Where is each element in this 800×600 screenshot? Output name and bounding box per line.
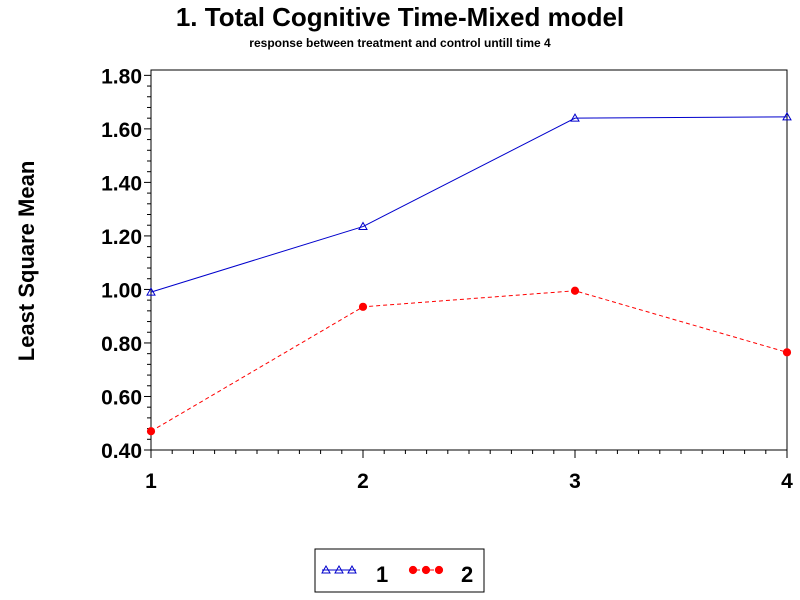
- legend-item-1: 1: [321, 562, 388, 587]
- series-layer: [146, 111, 792, 436]
- legend-marker: [347, 564, 357, 574]
- series-line: [150, 290, 788, 432]
- data-point: [782, 348, 792, 357]
- data-point: [146, 287, 156, 296]
- chart-subtitle: response between treatment and control u…: [249, 36, 551, 50]
- y-tick-label: 0.60: [101, 386, 142, 409]
- y-tick-label: 1.60: [101, 119, 142, 142]
- data-point: [570, 286, 580, 295]
- y-tick-label: 0.80: [101, 333, 142, 356]
- series-2: [146, 286, 792, 436]
- legend-marker: [408, 565, 418, 575]
- x-tick-label: 3: [569, 470, 581, 493]
- x-axis: 1 2 3 4: [145, 450, 793, 493]
- legend-marker: [434, 565, 444, 575]
- data-point: [358, 302, 368, 311]
- chart-title: 1. Total Cognitive Time-Mixed model: [176, 2, 624, 32]
- series-1: [146, 111, 792, 296]
- y-tick-label: 1.20: [101, 226, 142, 249]
- legend-label: 1: [376, 562, 388, 587]
- plot-frame: [150, 69, 788, 451]
- x-tick-label: 4: [781, 470, 793, 493]
- y-tick-label: 1.00: [101, 279, 142, 302]
- data-point: [146, 427, 156, 436]
- legend-marker: [321, 564, 331, 574]
- y-tick-label: 0.40: [101, 440, 142, 463]
- y-axis: 0.40 0.60 0.80 1.00 1.20 1.40 1.60 1.80: [101, 65, 151, 463]
- legend-label: 2: [461, 562, 473, 587]
- data-point: [570, 113, 580, 122]
- legend-marker: [334, 564, 344, 574]
- x-tick-label: 2: [357, 470, 369, 493]
- x-tick-label: 1: [145, 470, 157, 493]
- legend-item-2: 2: [408, 562, 473, 587]
- y-tick-label: 1.80: [101, 65, 142, 88]
- y-axis-label: Least Square Mean: [14, 161, 39, 362]
- series-line: [150, 116, 788, 293]
- legend-marker: [421, 565, 431, 575]
- data-point: [782, 111, 792, 121]
- y-tick-label: 1.40: [101, 172, 142, 195]
- data-point: [358, 221, 368, 231]
